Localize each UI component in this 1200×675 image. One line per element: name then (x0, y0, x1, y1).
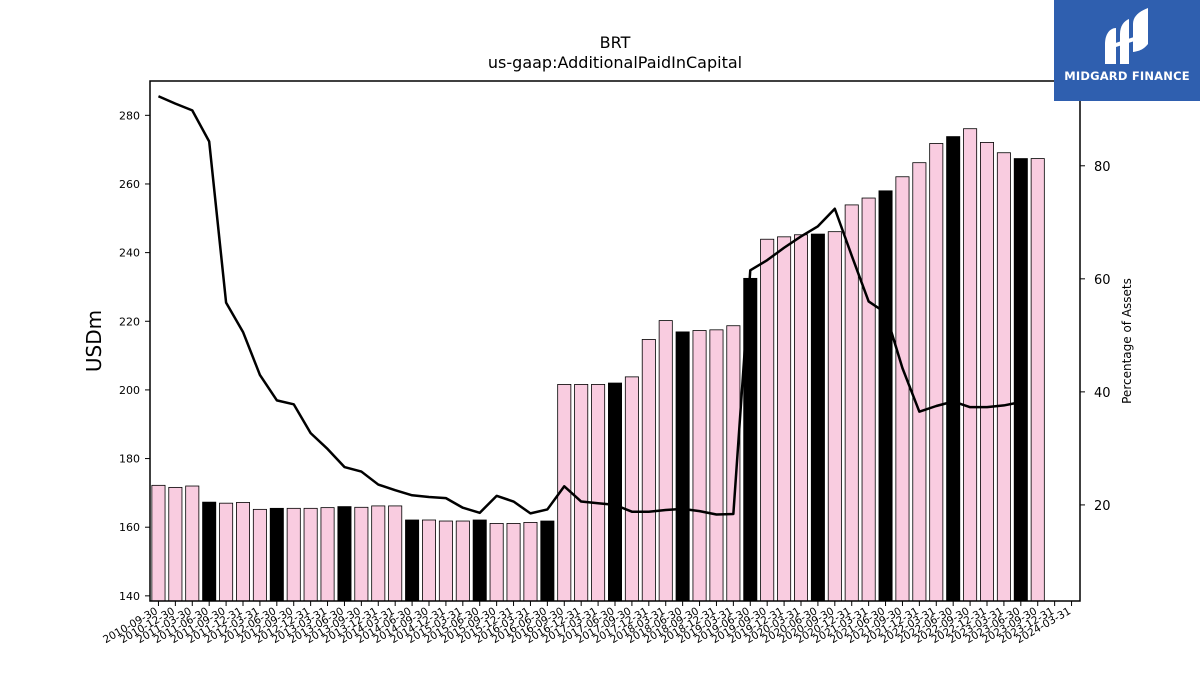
midgard-finance-logo: MIDGARD FINANCE (1054, 0, 1200, 101)
bar (810, 233, 825, 602)
bar (506, 523, 521, 602)
bar (777, 236, 792, 602)
bar (252, 508, 267, 602)
y-tick-label: 180 (119, 453, 140, 466)
bar (760, 238, 775, 602)
bar (168, 486, 183, 602)
y-tick-label: 220 (119, 315, 140, 328)
bar (709, 329, 724, 602)
bar (422, 519, 437, 602)
bar (574, 384, 589, 602)
chart-subtitle: us-gaap:AdditionalPaidInCapital (488, 53, 742, 72)
bar-group (151, 128, 1045, 602)
y-tick-label: 260 (119, 178, 140, 191)
bar (946, 136, 961, 602)
bar (269, 507, 284, 602)
bar (591, 384, 606, 602)
y2-tick-label: 80 (1094, 160, 1111, 175)
x-axis-ticks: 2010-09-302010-12-302011-03-302011-06-30… (101, 601, 1073, 646)
logo-mark-icon (1105, 8, 1148, 64)
y-tick-label: 240 (119, 247, 140, 260)
y-tick-label: 140 (119, 590, 140, 603)
bar (405, 519, 420, 602)
y2-axis-ticks: 20 40 60 80 (1080, 160, 1111, 514)
chart-title: BRT (600, 33, 631, 52)
logo-text: MIDGARD FINANCE (1064, 69, 1190, 83)
bar (624, 376, 639, 602)
bar (523, 522, 538, 602)
bar (963, 128, 978, 602)
bar (641, 339, 656, 602)
y-axis-ticks: 140 160 180 200 220 240 260 280 (119, 109, 150, 603)
bar (320, 507, 335, 602)
bar (1030, 158, 1045, 602)
y2-axis-label: Percentage of Assets (1120, 278, 1134, 404)
bar (202, 501, 217, 602)
bar (303, 507, 318, 602)
bar (844, 204, 859, 602)
y2-tick-label: 20 (1094, 499, 1111, 514)
bar (337, 506, 352, 602)
bar (794, 234, 808, 602)
y2-tick-label: 40 (1094, 386, 1111, 401)
y-tick-label: 280 (119, 109, 140, 122)
bar (354, 506, 369, 602)
bar (912, 162, 927, 602)
bar (878, 190, 893, 602)
bar (861, 197, 876, 602)
bar (608, 382, 622, 602)
bar (929, 143, 944, 602)
bar (219, 502, 234, 602)
bar (1013, 158, 1028, 602)
bar (371, 505, 386, 602)
y-tick-label: 200 (119, 384, 140, 397)
bar (236, 502, 251, 602)
bar (489, 523, 504, 602)
bar (692, 330, 707, 602)
bar (151, 484, 166, 602)
bar (895, 176, 910, 602)
bar (472, 519, 487, 602)
bar (540, 520, 555, 602)
bar (455, 520, 470, 602)
bar (996, 152, 1011, 602)
bar (827, 231, 842, 602)
percentage-line (157, 95, 1022, 516)
y-axis-label: USDm (82, 310, 106, 372)
bar (980, 142, 994, 602)
bar (388, 505, 403, 602)
y-tick-label: 160 (119, 521, 140, 534)
y2-tick-label: 60 (1094, 273, 1111, 288)
bar (658, 320, 673, 602)
bar (438, 520, 453, 602)
bar (286, 507, 301, 602)
bar (675, 331, 690, 602)
line-group (157, 95, 1022, 516)
bar (185, 485, 200, 602)
